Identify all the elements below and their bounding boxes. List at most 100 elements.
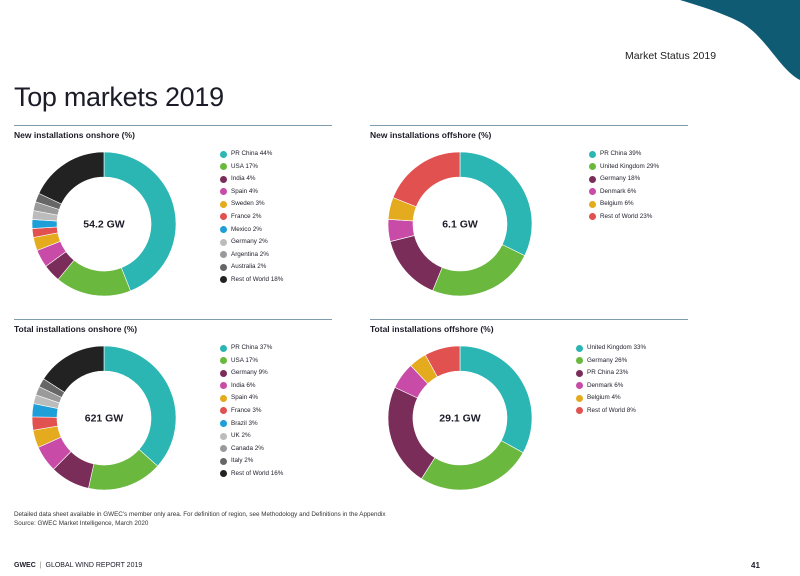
donut-center-total: 621 GW xyxy=(85,413,124,425)
page-number: 41 xyxy=(751,561,760,570)
chart-legend: PR China 37% USA 17% Germany 9% India 6% Spa… xyxy=(220,344,283,483)
donut-slice-rest-of-world-8 xyxy=(424,345,461,378)
legend-swatch xyxy=(220,150,227,158)
legend-swatch xyxy=(220,263,227,271)
legend-swatch xyxy=(576,357,583,365)
legend-swatch xyxy=(576,344,583,352)
legend-label: France 3% xyxy=(231,406,262,414)
legend-item-belgium-4: Belgium 4% xyxy=(576,394,646,407)
chart-legend: PR China 44% USA 17% India 4% Spain 4% Swede… xyxy=(220,150,283,289)
legend-item-usa-17: USA 17% xyxy=(220,163,283,176)
chart-panel-new-onshore: New installations onshore (%) 54.2 GW PR… xyxy=(14,125,334,315)
chart-panel-new-offshore: New installations offshore (%) 6.1 GW PR… xyxy=(370,125,690,315)
chart-panel-total-onshore: Total installations onshore (%) 621 GW P… xyxy=(14,319,334,509)
legend-item-germany-18: Germany 18% xyxy=(589,175,659,188)
legend-label: Sweden 3% xyxy=(231,200,265,208)
footer-separator: | xyxy=(39,562,42,569)
donut-center-total: 29.1 GW xyxy=(439,413,481,425)
legend-label: Mexico 2% xyxy=(231,225,262,233)
legend-label: Rest of World 8% xyxy=(587,406,636,414)
legend-label: Australia 2% xyxy=(231,263,267,271)
donut-chart-new-offshore: 6.1 GW xyxy=(387,151,533,297)
donut-slice-pr-china-37 xyxy=(103,345,177,467)
legend-label: PR China 23% xyxy=(587,369,629,377)
legend-label: India 4% xyxy=(231,175,256,183)
legend-swatch xyxy=(220,407,227,415)
legend-item-france-3: France 3% xyxy=(220,407,283,420)
legend-label: United Kingdom 29% xyxy=(600,162,660,170)
legend-swatch xyxy=(220,344,227,352)
legend-swatch xyxy=(220,470,227,478)
donut-center-total: 6.1 GW xyxy=(442,219,478,231)
donut-slice-rest-of-world-16 xyxy=(43,345,105,393)
legend-label: Argentina 2% xyxy=(231,250,269,258)
legend-item-argentina-2: Argentina 2% xyxy=(220,251,283,264)
legend-swatch xyxy=(220,175,227,183)
legend-label: Belgium 4% xyxy=(587,394,621,402)
legend-item-pr-china-44: PR China 44% xyxy=(220,150,283,163)
legend-item-spain-4: Spain 4% xyxy=(220,188,283,201)
corner-accent-shape xyxy=(680,0,800,80)
legend-swatch xyxy=(220,382,227,390)
donut-center-total: 54.2 GW xyxy=(83,219,125,231)
donut-slice-rest-of-world-18 xyxy=(38,151,105,205)
footer-brand: GWEC xyxy=(14,562,36,569)
legend-swatch xyxy=(589,175,596,183)
legend-label: France 2% xyxy=(231,212,262,220)
legend-swatch xyxy=(589,163,596,171)
legend-item-brazil-3: Brazil 3% xyxy=(220,420,283,433)
legend-label: Rest of World 18% xyxy=(231,275,284,283)
legend-item-pr-china-39: PR China 39% xyxy=(589,150,659,163)
chart-panel-total-offshore: Total installations offshore (%) 29.1 GW… xyxy=(370,319,690,509)
legend-label: Germany 26% xyxy=(587,356,628,364)
legend-swatch xyxy=(220,251,227,259)
legend-label: PR China 39% xyxy=(600,150,642,157)
legend-label: India 6% xyxy=(231,381,256,389)
legend-item-australia-2: Australia 2% xyxy=(220,263,283,276)
legend-label: Brazil 3% xyxy=(231,419,258,427)
footer-report-title: GLOBAL WIND REPORT 2019 xyxy=(45,562,143,569)
legend-item-germany-9: Germany 9% xyxy=(220,369,283,382)
legend-item-spain-4: Spain 4% xyxy=(220,394,283,407)
legend-item-rest-of-world-23: Rest of World 23% xyxy=(589,213,659,226)
legend-item-rest-of-world-8: Rest of World 8% xyxy=(576,407,646,420)
legend-item-italy-2: Italy 2% xyxy=(220,457,283,470)
legend-label: USA 17% xyxy=(231,356,258,364)
legend-item-united-kingdom-33: United Kingdom 33% xyxy=(576,344,646,357)
donut-slice-united-kingdom-29 xyxy=(432,244,526,297)
legend-item-uk-2: UK 2% xyxy=(220,432,283,445)
legend-swatch xyxy=(589,213,596,221)
legend-swatch xyxy=(220,357,227,365)
legend-item-belgium-6: Belgium 6% xyxy=(589,200,659,213)
chart-title: New installations offshore (%) xyxy=(370,130,492,140)
footnote-source: Source: GWEC Market Intelligence, March … xyxy=(14,520,149,527)
legend-swatch xyxy=(220,420,227,428)
section-label: Market Status 2019 xyxy=(625,50,717,62)
legend-label: Denmark 6% xyxy=(587,381,624,389)
chart-title: New installations onshore (%) xyxy=(14,130,135,140)
legend-item-france-2: France 2% xyxy=(220,213,283,226)
legend-label: Spain 4% xyxy=(231,394,258,402)
donut-slice-united-kingdom-33 xyxy=(459,345,533,454)
legend-item-united-kingdom-29: United Kingdom 29% xyxy=(589,163,659,176)
legend-label: Germany 18% xyxy=(600,175,641,183)
legend-label: Italy 2% xyxy=(231,457,254,465)
donut-slice-germany-18 xyxy=(389,235,443,291)
footnote-data-sheet: Detailed data sheet available in GWEC's … xyxy=(14,511,386,518)
legend-label: United Kingdom 33% xyxy=(587,344,647,351)
legend-label: USA 17% xyxy=(231,162,258,170)
legend-swatch xyxy=(589,150,596,158)
panel-divider xyxy=(370,319,688,320)
legend-swatch xyxy=(220,432,227,440)
legend-item-canada-2: Canada 2% xyxy=(220,445,283,458)
panel-divider xyxy=(370,125,688,126)
legend-label: Denmark 6% xyxy=(600,187,637,195)
legend-label: PR China 44% xyxy=(231,150,273,157)
legend-item-germany-2: Germany 2% xyxy=(220,238,283,251)
legend-swatch xyxy=(220,457,227,465)
legend-item-rest-of-world-16: Rest of World 16% xyxy=(220,470,283,483)
donut-chart-new-onshore: 54.2 GW xyxy=(31,151,177,297)
legend-swatch xyxy=(220,394,227,402)
legend-item-usa-17: USA 17% xyxy=(220,357,283,370)
donut-slice-pr-china-44 xyxy=(103,151,177,292)
